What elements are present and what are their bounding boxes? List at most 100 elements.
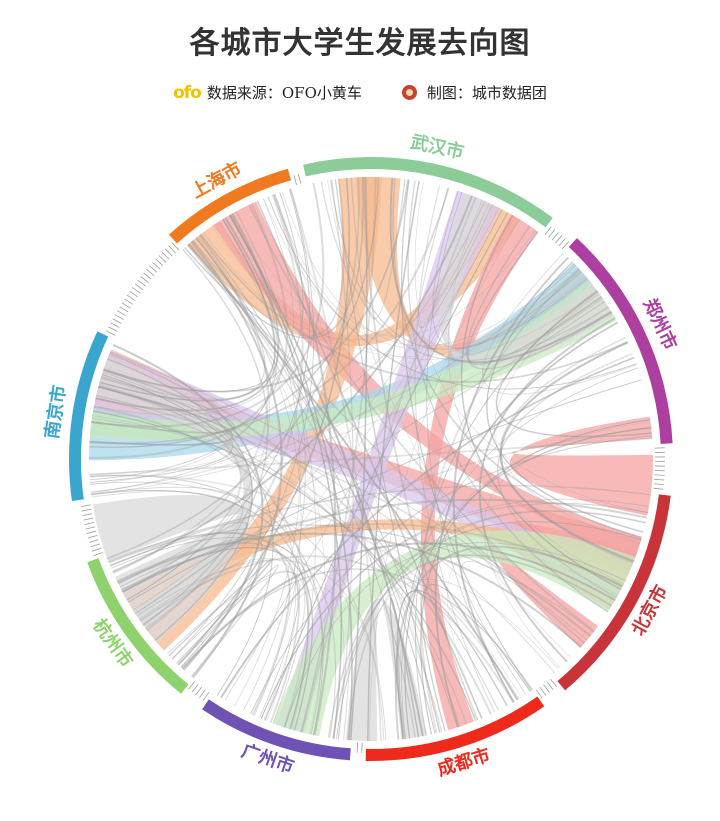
thin-chord-119 bbox=[188, 243, 519, 701]
thin-chord-33 bbox=[332, 554, 613, 739]
gap-tick bbox=[106, 330, 116, 336]
group-arc-6[interactable] bbox=[69, 331, 109, 502]
thin-chord-62 bbox=[89, 474, 520, 700]
thin-chord-86 bbox=[91, 368, 236, 434]
group-arc-7[interactable] bbox=[168, 168, 292, 244]
thin-chord-61 bbox=[495, 290, 652, 438]
credits: ofo 数据来源：OFO小黄车 制图：城市数据团 bbox=[0, 82, 720, 103]
thin-chord-18 bbox=[186, 244, 416, 738]
group-arcs-layer bbox=[69, 157, 673, 761]
group-arc-3[interactable] bbox=[365, 696, 545, 761]
gap-tick bbox=[558, 238, 566, 247]
gap-tick bbox=[146, 268, 155, 276]
thin-chord-51 bbox=[284, 542, 626, 728]
thin-chord-93 bbox=[334, 179, 441, 733]
thin-chord-7 bbox=[362, 177, 479, 721]
gap-tick bbox=[143, 272, 152, 280]
thin-chord-39 bbox=[497, 352, 633, 599]
thin-chord-13 bbox=[224, 216, 343, 739]
thin-chord-77 bbox=[329, 179, 588, 350]
gap-tick bbox=[81, 508, 92, 512]
thin-chord-97 bbox=[89, 187, 450, 445]
group-label-6: 南京市 bbox=[41, 384, 71, 441]
thin-lines-layer bbox=[88, 177, 653, 741]
gap-tick bbox=[561, 241, 570, 250]
thin-chord-15 bbox=[389, 597, 420, 740]
thin-chord-168 bbox=[91, 490, 309, 730]
thin-chord-8 bbox=[482, 252, 637, 395]
thin-chord-78 bbox=[264, 212, 509, 721]
thin-chord-41 bbox=[331, 179, 354, 740]
thin-chord-81 bbox=[107, 358, 253, 641]
ofo-logo: ofo bbox=[173, 82, 202, 103]
thin-chord-89 bbox=[235, 211, 306, 711]
gap-tick bbox=[86, 530, 97, 534]
gap-tick bbox=[116, 310, 126, 317]
gap-tick bbox=[653, 487, 664, 490]
gap-tick bbox=[654, 474, 665, 476]
thin-chord-108 bbox=[166, 570, 306, 724]
thin-chord-94 bbox=[199, 233, 628, 383]
thin-chord-67 bbox=[178, 564, 279, 678]
thin-chord-116 bbox=[172, 571, 300, 719]
gap-tick bbox=[137, 279, 146, 287]
group-arc-4[interactable] bbox=[202, 699, 351, 761]
thin-chord-11 bbox=[327, 180, 572, 659]
ribbon-18 bbox=[92, 494, 247, 629]
gap-tick bbox=[191, 684, 199, 693]
gap-tick bbox=[535, 689, 543, 699]
thin-chord-134 bbox=[168, 558, 273, 664]
gap-tick bbox=[555, 235, 563, 244]
thin-chord-43 bbox=[93, 198, 294, 416]
author-credit: 制图：城市数据团 bbox=[401, 82, 547, 103]
thin-chord-117 bbox=[91, 486, 243, 611]
thin-chord-57 bbox=[478, 317, 616, 663]
gap-tick bbox=[87, 534, 98, 539]
thin-chord-139 bbox=[117, 532, 582, 648]
gap-tick bbox=[140, 276, 149, 283]
group-arc-2[interactable] bbox=[557, 494, 671, 691]
thin-chord-163 bbox=[90, 200, 486, 493]
thin-chord-144 bbox=[109, 352, 492, 715]
author-text: 制图：城市数据团 bbox=[426, 84, 547, 102]
gap-tick bbox=[195, 686, 202, 696]
gap-tick bbox=[112, 318, 122, 324]
thin-chord-45 bbox=[196, 237, 302, 716]
gap-tick bbox=[158, 255, 167, 263]
thin-chord-48 bbox=[482, 269, 609, 376]
thin-chord-0 bbox=[392, 177, 642, 539]
chart-title: 各城市大学生发展去向图 bbox=[189, 26, 531, 61]
group-arc-0[interactable] bbox=[303, 157, 553, 228]
thin-chord-74 bbox=[89, 214, 278, 481]
gap-tick bbox=[548, 229, 556, 238]
gap-tick bbox=[202, 691, 210, 701]
thin-chord-9 bbox=[401, 179, 533, 692]
thin-chord-167 bbox=[180, 209, 503, 668]
gap-tick bbox=[653, 483, 664, 486]
gap-tick bbox=[543, 684, 550, 693]
thin-chord-155 bbox=[192, 178, 345, 338]
thin-chord-105 bbox=[91, 182, 325, 428]
thin-chord-131 bbox=[263, 198, 580, 350]
thin-chord-63 bbox=[91, 490, 263, 677]
thin-chord-30 bbox=[107, 532, 323, 735]
thin-chord-60 bbox=[350, 177, 368, 741]
thin-chord-162 bbox=[96, 394, 591, 638]
gap-tick bbox=[132, 287, 141, 294]
thin-chord-128 bbox=[106, 177, 360, 560]
group-arc-5[interactable] bbox=[87, 558, 189, 694]
group-arc-1[interactable] bbox=[568, 238, 673, 444]
thin-chord-85 bbox=[203, 207, 500, 340]
thin-chord-68 bbox=[101, 374, 274, 696]
gap-tick bbox=[134, 283, 144, 290]
thin-chord-164 bbox=[467, 231, 603, 365]
thin-chord-16 bbox=[146, 194, 304, 631]
gap-tick bbox=[108, 326, 118, 332]
thin-chord-137 bbox=[420, 268, 581, 734]
gap-tick bbox=[161, 251, 170, 260]
thin-chord-32 bbox=[250, 435, 653, 715]
thin-chord-114 bbox=[499, 341, 635, 563]
thin-chord-130 bbox=[274, 193, 440, 733]
gap-tick bbox=[551, 232, 559, 241]
